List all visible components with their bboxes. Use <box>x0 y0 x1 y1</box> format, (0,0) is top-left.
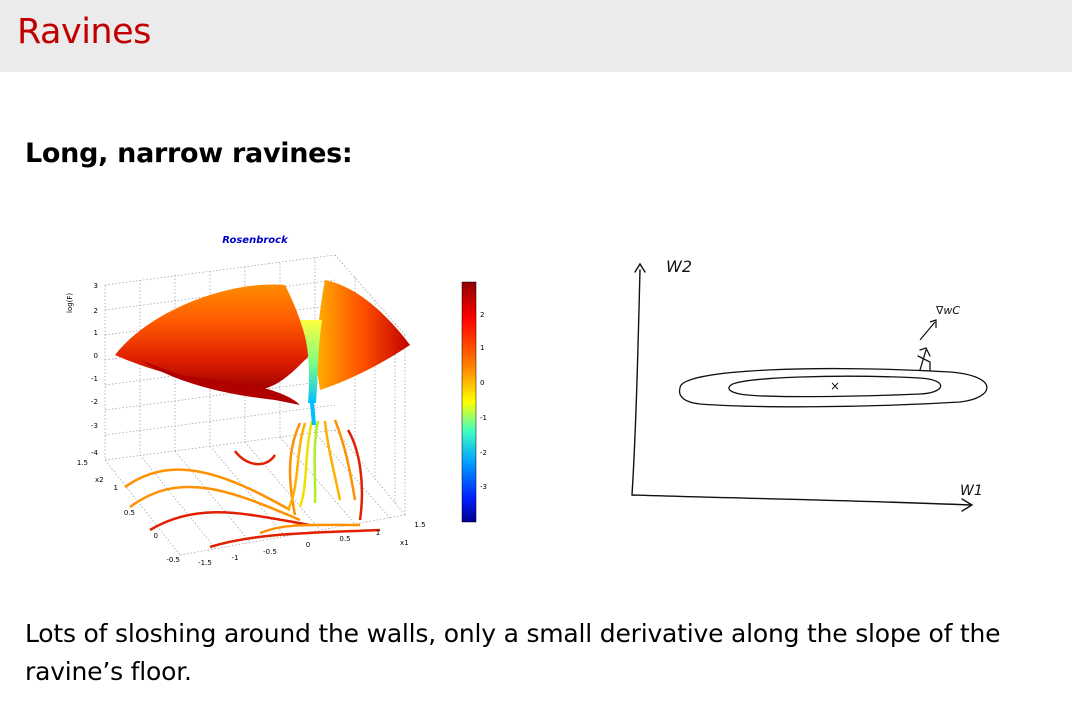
y-tick: -0.5 <box>166 556 180 564</box>
z-axis-label: log(F) <box>66 293 74 313</box>
y-tick: 1 <box>114 484 118 492</box>
x-axis-label: x1 <box>400 539 409 547</box>
minimum-marker: × <box>830 379 840 393</box>
x-tick: 0 <box>306 541 310 549</box>
plot-title: Rosenbrock <box>222 235 289 246</box>
slide-subtitle: Long, narrow ravines: <box>25 138 353 169</box>
z-tick: -1 <box>91 375 98 383</box>
slide-title: Ravines <box>17 12 151 52</box>
slide-header: Ravines <box>0 0 1072 72</box>
x-tick: 1.5 <box>414 521 425 529</box>
sketch-axes <box>631 262 974 512</box>
colorbar-tick: 1 <box>480 344 484 352</box>
colorbar-tick: 0 <box>480 379 484 387</box>
colorbar-tick: -3 <box>480 483 487 491</box>
w2-axis-label: W2 <box>666 257 692 276</box>
x-tick: -0.5 <box>263 548 277 556</box>
colorbar-tick: -1 <box>480 414 487 422</box>
y-tick: 1.5 <box>77 459 88 467</box>
z-tick: -4 <box>91 449 99 457</box>
x-tick: -1.5 <box>198 559 212 567</box>
ravine-sketch: W2 W1 ∇wC × <box>600 210 1020 564</box>
floor-contours <box>124 419 381 549</box>
x-tick: 0.5 <box>339 535 350 543</box>
colorbar <box>461 281 477 523</box>
z-tick: 0 <box>94 352 98 360</box>
z-tick: 2 <box>94 307 98 315</box>
gradient-label: ∇wC <box>935 304 960 317</box>
z-tick: 1 <box>94 329 98 337</box>
w1-axis-label: W1 <box>960 483 983 499</box>
rosenbrock-plot: Rosenbrock <box>66 235 487 567</box>
y-axis-label: x2 <box>95 476 104 484</box>
y-tick: 0 <box>154 532 158 540</box>
z-tick: 3 <box>94 282 98 290</box>
x-tick: -1 <box>232 554 239 562</box>
rosenbrock-surface <box>115 280 410 425</box>
rosenbrock-figure: Rosenbrock <box>60 225 500 579</box>
gradient-arrow-icon <box>919 319 937 341</box>
sketch-canvas: W2 W1 ∇wC × <box>600 210 1020 560</box>
slide-caption: Lots of sloshing around the walls, only … <box>25 619 1001 686</box>
colorbar-tick: 2 <box>480 311 484 319</box>
y-tick: 0.5 <box>124 509 135 517</box>
sketch-contours <box>678 347 988 408</box>
colorbar-tick: -2 <box>480 449 487 457</box>
z-tick: -2 <box>91 398 98 406</box>
z-tick: -3 <box>91 422 98 430</box>
x-tick: 1 <box>376 529 380 537</box>
